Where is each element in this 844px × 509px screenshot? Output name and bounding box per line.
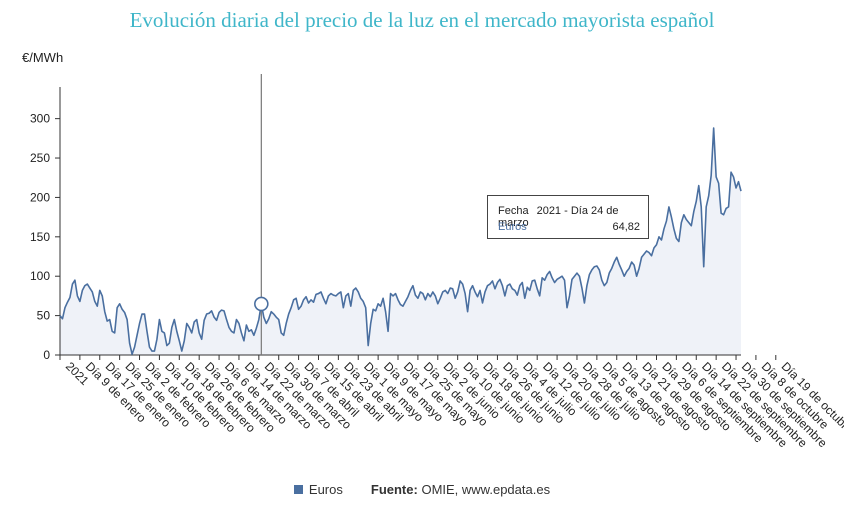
series-line bbox=[59, 127, 742, 356]
legend: Euros Fuente: OMIE, www.epdata.es bbox=[0, 482, 844, 497]
tooltip-series-name: Euros bbox=[498, 221, 527, 233]
tooltip-date-value: 2021 - Día 24 de marzo bbox=[498, 205, 619, 229]
tooltip-date-label: Fecha bbox=[498, 205, 529, 217]
y-tick-label: 200 bbox=[30, 190, 50, 204]
series-area bbox=[60, 128, 741, 355]
tooltip-series-value: 64,82 bbox=[612, 221, 640, 233]
source-label: Fuente: bbox=[370, 482, 418, 497]
y-tick-label: 50 bbox=[37, 309, 51, 323]
highlight-marker bbox=[254, 296, 269, 312]
y-axis-unit-label: €/MWh bbox=[22, 50, 64, 65]
y-tick-label: 250 bbox=[30, 151, 50, 165]
y-tick-label: 100 bbox=[30, 269, 50, 283]
source-text: OMIE, www.epdata.es bbox=[421, 482, 551, 497]
legend-swatch bbox=[293, 485, 303, 494]
y-tick-label: 300 bbox=[30, 112, 50, 126]
y-tick-label: 150 bbox=[30, 230, 50, 244]
chart-title: Evolución diaria del precio de la luz en… bbox=[129, 8, 715, 32]
y-tick-label: 0 bbox=[43, 348, 50, 362]
hover-tooltip: Fecha 2021 - Día 24 de marzo Euros 64,82 bbox=[487, 195, 649, 239]
legend-series-label: Euros bbox=[308, 482, 343, 497]
